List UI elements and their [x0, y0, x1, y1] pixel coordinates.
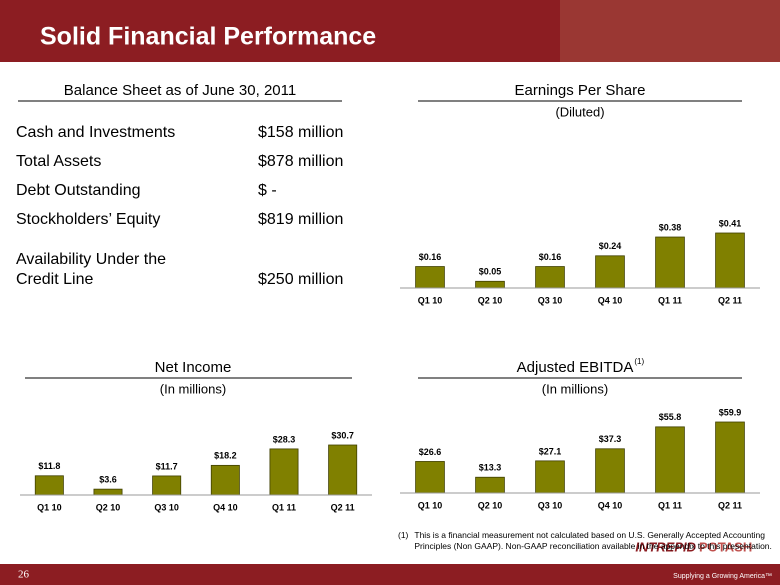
tagline: Supplying a Growing America™: [673, 573, 772, 580]
x-tick-label: Q3 10: [154, 502, 179, 512]
data-label: $11.8: [38, 461, 60, 471]
data-label: $0.38: [659, 222, 682, 232]
chart-subtitle: (In millions): [160, 381, 226, 396]
chart-title: Adjusted EBITDA: [517, 359, 634, 376]
data-label: $59.9: [719, 407, 742, 417]
x-tick-label: Q3 10: [538, 500, 563, 510]
data-label: $0.41: [719, 218, 742, 228]
data-label: $0.05: [479, 267, 502, 277]
data-label: $30.7: [331, 430, 354, 440]
x-tick-label: Q2 11: [331, 502, 355, 512]
x-tick-label: Q1 11: [658, 500, 682, 510]
bar: [595, 255, 625, 289]
data-label: $11.7: [156, 461, 178, 471]
footnote: (1) This is a financial measurement not …: [398, 530, 776, 552]
chart-title: Net Income: [155, 359, 232, 376]
bar: [595, 448, 625, 494]
bar: [535, 460, 565, 494]
row-label: Availability Under the: [16, 251, 166, 268]
bar: [715, 232, 745, 289]
data-label: $26.6: [419, 447, 442, 457]
data-label: $3.6: [99, 475, 117, 485]
footnote-marker: (1): [398, 530, 409, 540]
row-value: $250 million: [258, 271, 343, 288]
data-label: $0.16: [539, 252, 562, 262]
chart-title: Earnings Per Share: [515, 82, 646, 99]
row-label: Debt Outstanding: [16, 182, 141, 199]
x-tick-label: Q1 10: [37, 502, 62, 512]
row-value: $158 million: [258, 124, 343, 141]
page-number: 26: [18, 569, 30, 581]
footer-band: [0, 564, 780, 585]
bar: [34, 475, 64, 496]
x-tick-label: Q4 10: [598, 500, 623, 510]
title-note: (1): [634, 357, 644, 366]
bar: [475, 476, 505, 494]
data-label: $0.24: [599, 241, 622, 251]
data-label: $18.2: [214, 451, 237, 461]
chart-subtitle: (In millions): [542, 381, 608, 396]
x-tick-label: Q2 10: [96, 502, 121, 512]
bar: [475, 280, 505, 289]
data-label: $13.3: [479, 463, 502, 473]
bar: [655, 426, 685, 494]
x-tick-label: Q2 10: [478, 295, 503, 305]
x-tick-label: Q2 11: [718, 500, 742, 510]
bar: [715, 421, 745, 494]
bar: [328, 444, 358, 496]
data-label: $37.3: [599, 434, 622, 444]
x-tick-label: Q3 10: [538, 295, 563, 305]
logo-text: INTREPID: [635, 539, 696, 554]
x-tick-label: Q4 10: [213, 502, 238, 512]
row-label: Stockholders’ Equity: [16, 211, 160, 228]
row-value: $819 million: [258, 211, 343, 228]
row-value: $ -: [258, 182, 277, 199]
data-label: $27.1: [539, 446, 562, 456]
x-tick-label: Q1 10: [418, 295, 443, 305]
x-tick-label: Q4 10: [598, 295, 623, 305]
bar: [93, 488, 123, 496]
bar: [152, 475, 182, 496]
bar: [655, 236, 685, 289]
row-label: Total Assets: [16, 153, 101, 170]
x-tick-label: Q2 11: [718, 295, 742, 305]
row-label: Credit Line: [16, 271, 93, 288]
section-title: Balance Sheet as of June 30, 2011: [64, 82, 296, 99]
bar: [535, 266, 565, 289]
x-tick-label: Q1 11: [272, 502, 296, 512]
data-label: $28.3: [273, 434, 296, 444]
chart-subtitle: (Diluted): [555, 104, 604, 119]
footnote-text: This is a financial measurement not calc…: [414, 530, 772, 551]
header-photo: [560, 0, 780, 62]
row-value: $878 million: [258, 153, 343, 170]
data-label: $55.8: [659, 412, 682, 422]
slide-title: Solid Financial Performance: [40, 23, 376, 51]
bar: [415, 461, 445, 494]
row-label: Cash and Investments: [16, 124, 175, 141]
logo-text: POTASH: [699, 539, 752, 554]
x-tick-label: Q1 11: [658, 295, 682, 305]
bar: [415, 266, 445, 289]
bar: [269, 448, 299, 496]
x-tick-label: Q2 10: [478, 500, 503, 510]
bar: [210, 464, 240, 496]
data-label: $0.16: [419, 252, 442, 262]
x-tick-label: Q1 10: [418, 500, 443, 510]
